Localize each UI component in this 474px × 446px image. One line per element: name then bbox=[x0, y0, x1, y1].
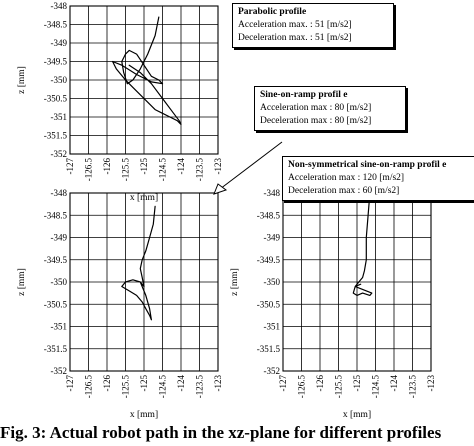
x-tick-label: -126.5 bbox=[84, 375, 94, 399]
y-tick-label: -352 bbox=[51, 149, 68, 159]
y-tick-label: -348 bbox=[51, 188, 68, 198]
x-tick-label: -125.5 bbox=[121, 158, 131, 182]
chart-panel-1: -348 -348.5 -349 -349.5 -350 -350.5 -351 -351.5… bbox=[17, 1, 223, 203]
x-tick-label: -127 bbox=[65, 158, 75, 175]
chart-panel-3: -348 -348.5 -349 -349.5 -350 -350.5 -351 -351.5… bbox=[230, 188, 436, 420]
trajectory-line bbox=[111, 16, 182, 126]
y-tick-label: -349.5 bbox=[44, 57, 68, 67]
x-tick-label: -124 bbox=[176, 158, 186, 175]
x-tick-label: -126.5 bbox=[297, 375, 307, 399]
y-tick-label: -351 bbox=[264, 322, 281, 332]
x-axis-label: x [mm] bbox=[130, 410, 158, 420]
x-tick-label: -124 bbox=[389, 375, 399, 392]
x-tick-label: -126.5 bbox=[84, 158, 94, 182]
y-tick-label: -351.5 bbox=[257, 344, 281, 354]
y-axis-label: z [mm] bbox=[230, 268, 240, 296]
legend-line: Deceleration max. : 51 [m/s2] bbox=[238, 33, 352, 43]
y-tick-label: -351 bbox=[51, 112, 68, 122]
x-tick-label: -123 bbox=[213, 158, 223, 175]
legend-line: Acceleration max : 120 [m/s2] bbox=[288, 173, 405, 183]
x-tick-label: -123 bbox=[213, 375, 223, 392]
legend-title: Non-symmetrical sine-on-ramp profil e bbox=[288, 160, 447, 170]
y-tick-label: -349 bbox=[51, 38, 68, 48]
y-tick-label: -348.5 bbox=[44, 210, 68, 220]
legend-line: Acceleration max : 80 [m/s2] bbox=[260, 103, 372, 113]
y-tick-label: -349.5 bbox=[44, 255, 68, 265]
x-tick-label: -124.5 bbox=[158, 158, 168, 182]
x-tick-label: -124.5 bbox=[158, 375, 168, 399]
x-tick-label: -127 bbox=[278, 375, 288, 392]
y-tick-label: -348.5 bbox=[257, 210, 281, 220]
y-tick-label: -349 bbox=[264, 233, 281, 243]
callout-arrow bbox=[213, 141, 283, 195]
legend-title: Sine-on-ramp profil e bbox=[260, 90, 348, 100]
x-tick-label: -123 bbox=[426, 375, 436, 392]
figure-caption: Fig. 3: Actual robot path in the xz-plan… bbox=[0, 423, 442, 442]
y-tick-label: -351 bbox=[51, 322, 68, 332]
chart-panel-2: -348 -348.5 -349 -349.5 -350 -350.5 -351 -351.5… bbox=[17, 188, 223, 420]
y-tick-label: -349 bbox=[51, 233, 68, 243]
x-tick-label: -125 bbox=[352, 375, 362, 392]
x-axis-label: x [mm] bbox=[343, 410, 371, 420]
x-tick-label: -126 bbox=[315, 375, 325, 392]
plot-frame bbox=[69, 192, 219, 372]
legend-line: Deceleration max : 80 [m/s2] bbox=[260, 116, 372, 126]
legend-title: Parabolic profile bbox=[238, 7, 307, 17]
y-tick-label: -350.5 bbox=[44, 299, 68, 309]
legend-box-non-symmetrical: Non-symmetrical sine-on-ramp profil e Ac… bbox=[282, 156, 474, 201]
x-tick-label: -123.5 bbox=[195, 375, 205, 399]
y-tick-label: -352 bbox=[264, 366, 281, 376]
y-tick-label: -351.5 bbox=[44, 131, 68, 141]
legend-line: Acceleration max. : 51 [m/s2] bbox=[238, 20, 352, 30]
y-tick-label: -350.5 bbox=[44, 94, 68, 104]
y-tick-label: -350.5 bbox=[257, 299, 281, 309]
y-tick-label: -350 bbox=[264, 277, 281, 287]
x-tick-label: -125.5 bbox=[121, 375, 131, 399]
x-tick-label: -127 bbox=[65, 375, 75, 392]
legend-box-parabolic: Parabolic profile Acceleration max. : 51… bbox=[232, 3, 394, 48]
y-tick-label: -348 bbox=[51, 1, 68, 11]
y-tick-label: -348.5 bbox=[44, 20, 68, 30]
trajectory-line bbox=[121, 205, 156, 321]
y-tick-label: -349.5 bbox=[257, 255, 281, 265]
y-axis-label: z [mm] bbox=[17, 66, 27, 94]
y-tick-label: -350 bbox=[51, 277, 68, 287]
x-tick-label: -123.5 bbox=[195, 158, 205, 182]
x-tick-label: -124 bbox=[176, 375, 186, 392]
y-tick-label: -350 bbox=[51, 75, 68, 85]
plot-frame bbox=[69, 5, 219, 155]
y-axis-label: z [mm] bbox=[17, 268, 27, 296]
y-tick-label: -348 bbox=[264, 188, 281, 198]
x-tick-label: -123.5 bbox=[408, 375, 418, 399]
x-tick-label: -126 bbox=[102, 375, 112, 392]
x-tick-label: -125.5 bbox=[334, 375, 344, 399]
y-tick-label: -352 bbox=[51, 366, 68, 376]
x-tick-label: -125 bbox=[139, 158, 149, 175]
x-tick-label: -124.5 bbox=[371, 375, 381, 399]
legend-line: Deceleration max : 60 [m/s2] bbox=[288, 186, 400, 196]
y-tick-label: -351.5 bbox=[44, 344, 68, 354]
legend-box-sine-on-ramp: Sine-on-ramp profil e Acceleration max :… bbox=[254, 86, 406, 131]
x-tick-label: -125 bbox=[139, 375, 149, 392]
x-tick-label: -126 bbox=[102, 158, 112, 175]
trajectory-line bbox=[352, 192, 373, 296]
